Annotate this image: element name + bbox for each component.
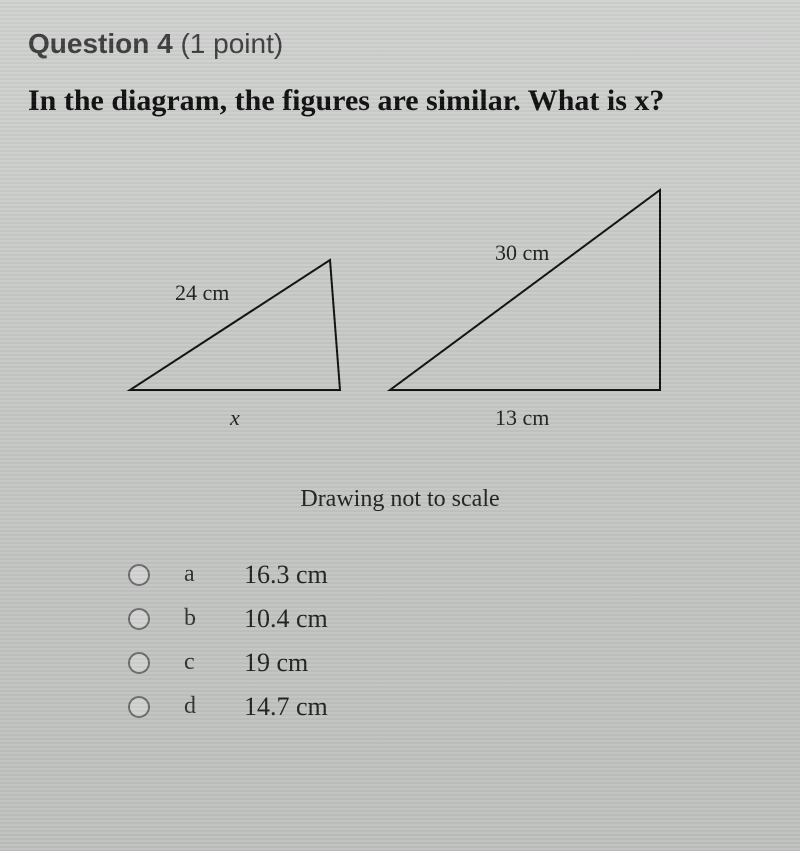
question-prompt: In the diagram, the figures are similar.… [28, 82, 772, 120]
choice-letter: c [184, 649, 244, 676]
choice-letter: d [184, 693, 244, 720]
diagram-caption: Drawing not to scale [28, 486, 772, 513]
choice-value: 14.7 cm [244, 692, 328, 722]
choice-c[interactable]: c 19 cm [128, 641, 772, 685]
choice-value: 10.4 cm [244, 604, 328, 634]
choice-d[interactable]: d 14.7 cm [128, 685, 772, 729]
radio-icon[interactable] [128, 652, 150, 674]
similar-triangles-diagram: 24 cm x 30 cm 13 cm [100, 180, 700, 480]
question-number: Question 4 [28, 28, 173, 59]
radio-icon[interactable] [128, 564, 150, 586]
triangle1-hyp-label: 24 cm [175, 280, 229, 305]
radio-icon[interactable] [128, 696, 150, 718]
choice-letter: a [184, 561, 244, 588]
triangle2-hyp-label: 30 cm [495, 240, 549, 265]
triangle1-base-label: x [229, 405, 240, 430]
triangle-large [390, 190, 660, 390]
choice-letter: b [184, 605, 244, 632]
choice-a[interactable]: a 16.3 cm [128, 553, 772, 597]
question-header: Question 4 (1 point) [28, 28, 772, 60]
choice-value: 19 cm [244, 648, 308, 678]
question-points: (1 point) [180, 28, 283, 59]
triangle-small [130, 260, 340, 390]
diagram-container: 24 cm x 30 cm 13 cm [28, 180, 772, 480]
choice-value: 16.3 cm [244, 560, 328, 590]
radio-icon[interactable] [128, 608, 150, 630]
answer-choices: a 16.3 cm b 10.4 cm c 19 cm d 14.7 cm [128, 553, 772, 729]
choice-b[interactable]: b 10.4 cm [128, 597, 772, 641]
triangle2-base-label: 13 cm [495, 405, 549, 430]
